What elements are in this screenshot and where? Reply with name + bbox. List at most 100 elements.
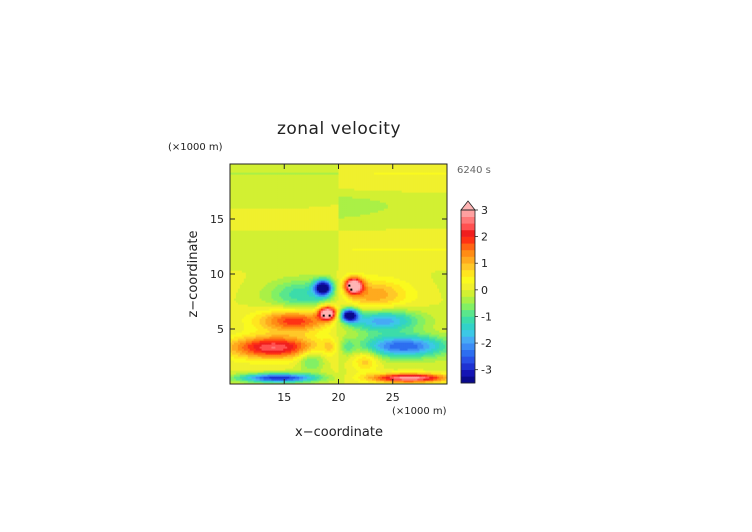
heatmap-cell — [239, 352, 243, 355]
heatmap-cell — [293, 358, 296, 361]
heatmap-cell — [324, 380, 328, 383]
heatmap-cell — [358, 316, 361, 319]
heatmap-cell — [421, 368, 424, 371]
heatmap-cell — [427, 318, 430, 321]
heatmap-cell — [314, 320, 318, 323]
heatmap-cell — [439, 310, 442, 313]
heatmap-cell — [273, 334, 276, 337]
heatmap-cell — [265, 378, 269, 381]
heatmap-cell — [387, 342, 391, 345]
heatmap-cell — [233, 352, 237, 355]
heatmap-cell — [429, 344, 432, 347]
heatmap-cell — [397, 352, 401, 355]
heatmap-cell — [379, 376, 383, 379]
heatmap-cell — [358, 310, 361, 313]
heatmap-cell — [332, 346, 336, 349]
heatmap-cell — [379, 364, 383, 367]
heatmap-cell — [308, 364, 312, 367]
heatmap-cell — [293, 342, 296, 345]
heatmap-cell — [263, 320, 267, 323]
heatmap-cell — [372, 350, 375, 353]
heatmap-cell — [320, 304, 324, 307]
heatmap-cell — [393, 368, 397, 371]
heatmap-cell — [346, 322, 349, 325]
heatmap-cell — [273, 360, 276, 363]
heatmap-cell — [332, 340, 336, 343]
heatmap-cell — [273, 322, 276, 325]
heatmap-cell — [387, 380, 391, 383]
heatmap-cell — [354, 302, 357, 305]
heatmap-cell — [421, 326, 424, 329]
heatmap-cell — [267, 298, 271, 301]
heatmap-cell — [269, 380, 273, 383]
heatmap-cell — [237, 306, 241, 309]
heatmap-cell — [247, 316, 251, 319]
heatmap-cell — [407, 376, 411, 379]
heatmap-cell — [247, 340, 251, 343]
heatmap-cell — [301, 352, 304, 355]
heatmap-cell — [320, 380, 324, 383]
heatmap-cell — [375, 374, 379, 377]
heatmap-cell — [443, 296, 446, 299]
heatmap-cell — [245, 336, 249, 339]
heatmap-cell — [439, 296, 442, 299]
heatmap-cell — [249, 370, 253, 373]
heatmap-cell — [415, 344, 419, 347]
heatmap-cell — [285, 302, 288, 305]
heatmap-cell — [381, 328, 385, 331]
heatmap-cell — [358, 368, 361, 371]
heatmap-cell — [245, 380, 249, 383]
heatmap-cell — [435, 296, 438, 299]
heatmap-cell — [251, 300, 255, 303]
heatmap-cell — [344, 344, 347, 347]
heatmap-cell — [320, 372, 324, 375]
heatmap-cell — [293, 370, 296, 373]
heatmap-cell — [338, 376, 342, 379]
heatmap-cell — [330, 334, 334, 337]
heatmap-cell — [293, 372, 296, 375]
heatmap-cell — [344, 322, 347, 325]
heatmap-cell — [340, 298, 344, 301]
heatmap-cell — [281, 380, 284, 383]
heatmap-cell — [336, 374, 340, 377]
heatmap-cell — [285, 328, 288, 331]
heatmap-cell — [277, 312, 280, 315]
heatmap-cell — [253, 362, 257, 365]
heatmap-cell — [338, 374, 342, 377]
heatmap-cell — [291, 292, 294, 295]
heatmap-cell — [273, 370, 276, 373]
heatmap-cell — [281, 292, 284, 295]
heatmap-cell — [332, 306, 336, 309]
heatmap-cell — [275, 366, 278, 369]
heatmap-cell — [360, 366, 363, 369]
heatmap-cell — [350, 306, 353, 309]
heatmap-cell — [293, 350, 296, 353]
heatmap-cell — [358, 338, 361, 341]
heatmap-cell — [397, 342, 401, 345]
heatmap-cell — [407, 308, 411, 311]
heatmap-cell — [421, 358, 424, 361]
heatmap-cell — [291, 326, 294, 329]
heatmap-cell — [348, 346, 351, 349]
heatmap-cell — [334, 348, 338, 351]
heatmap-cell — [326, 332, 330, 335]
heatmap-cell — [241, 294, 245, 297]
heatmap-cell — [263, 324, 267, 327]
heatmap-cell — [379, 336, 383, 339]
heatmap-cell — [334, 358, 338, 361]
heatmap-cell — [397, 296, 401, 299]
heatmap-cell — [275, 306, 278, 309]
heatmap-cell — [293, 316, 296, 319]
heatmap-cell — [433, 346, 436, 349]
heatmap-cell — [310, 350, 314, 353]
heatmap-cell — [297, 364, 300, 367]
heatmap-cell — [255, 354, 259, 357]
heatmap-cell — [289, 380, 292, 383]
heatmap-cell — [427, 312, 430, 315]
heatmap-cell — [411, 346, 415, 349]
heatmap-cell — [332, 336, 336, 339]
heatmap-cell — [399, 372, 403, 375]
heatmap-cell — [332, 316, 336, 319]
heatmap-cell — [342, 368, 346, 371]
heatmap-cell — [322, 360, 326, 363]
